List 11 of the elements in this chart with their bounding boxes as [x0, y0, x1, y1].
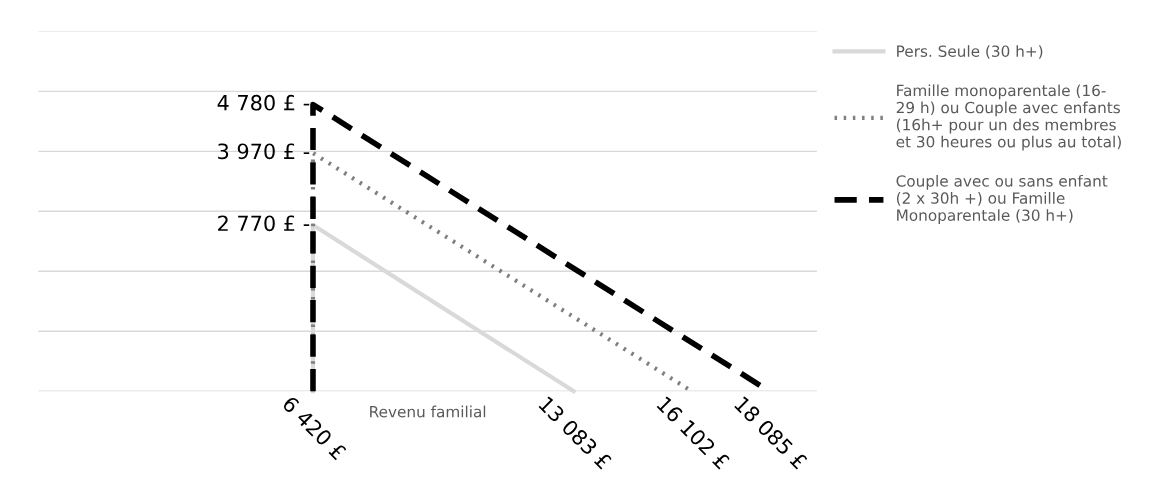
- x-tick-label: 18 085 £: [733, 395, 808, 470]
- legend-label: Famille monoparentale (16- 29 h) ou Couple avec enfants (16h+ pour un des membres et 30 heures ou plus au total): [896, 84, 1121, 151]
- x-tick-label: 6 420 £: [281, 395, 347, 461]
- legend-label: Pers. Seule (30 h+): [897, 45, 1043, 59]
- x-tick-label: 13 083 £: [538, 395, 613, 470]
- data-label: 3 970 £ -: [218, 143, 310, 160]
- legend-label: Couple avec ou sans enfant (2 x 30h +) ou Famille Monoparentale (30 h+): [896, 174, 1108, 224]
- x-tick-label: 16 102 £: [656, 395, 731, 470]
- data-label: 4 780 £ -: [217, 94, 310, 111]
- data-label: 2 770 £ -: [218, 215, 310, 232]
- x-axis-title: Revenu familial: [370, 405, 486, 418]
